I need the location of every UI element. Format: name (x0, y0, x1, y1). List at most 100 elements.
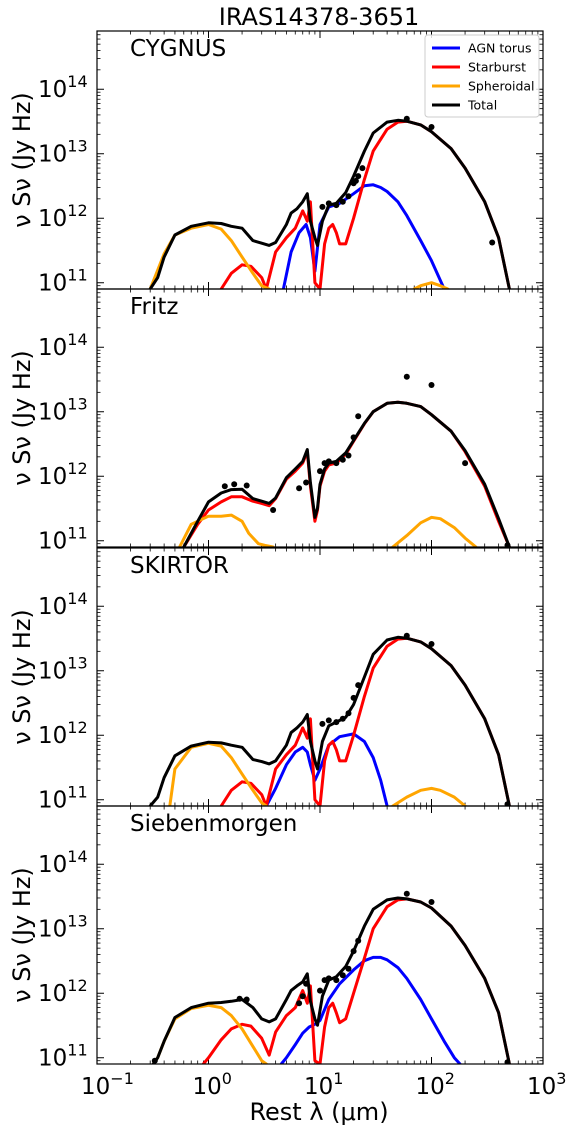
series-lines (148, 118, 511, 289)
series-spheroidal-far-ir (391, 786, 467, 806)
legend-label: Spheroidal (468, 79, 535, 94)
data-point (504, 1059, 511, 1064)
series-spheroidal (168, 741, 268, 806)
data-point (403, 373, 410, 380)
panel-label: SKIRTOR (130, 553, 229, 579)
data-point (428, 382, 435, 388)
data-point (352, 177, 359, 184)
data-point (236, 995, 243, 1002)
data-point (345, 965, 352, 972)
series-agn-torus (264, 732, 389, 806)
data-point (345, 193, 352, 200)
x-tick-label: 101 (304, 1069, 343, 1100)
data-point (428, 641, 435, 647)
major-ticks (96, 806, 544, 1064)
legend-item: AGN torus (432, 41, 531, 56)
figure-title: IRAS14378-3651 (219, 3, 420, 31)
y-tick-label: 1013 (38, 137, 88, 168)
y-tick-label: 1014 (38, 589, 88, 620)
legend-label: AGN torus (468, 41, 531, 56)
data-point (325, 717, 332, 724)
series-lines (178, 400, 511, 547)
y-tick-label: 1011 (38, 524, 88, 555)
series-lines (148, 635, 511, 806)
series-starburst (219, 636, 511, 806)
data-point (270, 507, 277, 513)
y-tick-label: 1013 (38, 912, 88, 943)
data-point (231, 481, 238, 488)
major-ticks (96, 289, 544, 547)
y-tick-label: 1011 (38, 783, 88, 814)
photometry-points (151, 890, 511, 1064)
data-point (325, 458, 332, 465)
series-total (148, 118, 511, 289)
data-point (345, 452, 352, 459)
data-point (355, 682, 362, 689)
data-point (355, 937, 362, 944)
series-total (148, 635, 511, 806)
data-point (462, 460, 469, 467)
x-tick-labels: 10−1 100 101 102 103 (81, 1069, 566, 1100)
data-point (504, 801, 511, 806)
legend-label: Total (467, 98, 497, 113)
panel-label: Fritz (130, 294, 179, 320)
data-point (333, 719, 340, 726)
y-tick-label: 1011 (38, 266, 88, 297)
y-tick-label: 1012 (38, 976, 88, 1007)
series-total (151, 896, 511, 1064)
legend-item: Spheroidal (432, 79, 535, 94)
minor-ticks (97, 288, 543, 548)
y-tick-label: 1014 (38, 847, 88, 878)
data-point (345, 710, 352, 717)
data-point (317, 468, 323, 475)
axes-frame (96, 288, 544, 548)
y-axis-label: ν Sν (Jy Hz) (8, 609, 36, 745)
data-point (333, 460, 340, 467)
data-point (339, 972, 346, 979)
photometry-points (221, 373, 511, 547)
data-point (333, 977, 340, 984)
data-point (403, 632, 410, 639)
data-point (299, 993, 306, 1000)
data-point (350, 434, 357, 441)
panel-label: CYGNUS (130, 36, 226, 62)
data-point (317, 987, 323, 994)
y-tick-label: 1011 (38, 1041, 88, 1072)
series-spheroidal (148, 223, 271, 289)
data-point (303, 479, 310, 486)
x-axis-label: Rest λ (μm) (249, 1098, 388, 1126)
axes-frame (96, 805, 544, 1065)
y-axis-label: ν Sν (Jy Hz) (8, 867, 36, 1003)
data-point (303, 980, 310, 987)
panel-label: Siebenmorgen (130, 811, 297, 837)
data-point (403, 890, 410, 897)
data-point (151, 1057, 158, 1064)
data-point (403, 115, 410, 122)
data-point (243, 482, 250, 489)
data-point (428, 124, 435, 130)
data-point (428, 899, 435, 905)
legend: AGN torus Starburst Spheroidal Total (424, 34, 540, 118)
y-tick-label: 1013 (38, 654, 88, 685)
data-point (339, 198, 346, 205)
data-point (296, 1000, 303, 1007)
data-point (504, 542, 511, 547)
data-point (325, 975, 332, 982)
data-point (489, 239, 496, 246)
minor-ticks (97, 805, 543, 1065)
data-point (221, 483, 228, 490)
series-starburst (182, 400, 511, 547)
x-tick-label: 103 (527, 1069, 566, 1100)
y-tick-label: 1012 (38, 459, 88, 490)
legend-item: Total (432, 98, 497, 113)
y-tick-label: 1012 (38, 718, 88, 749)
data-point (325, 200, 332, 207)
data-point (319, 720, 326, 727)
y-tick-label: 1013 (38, 395, 88, 426)
series-total (182, 400, 511, 547)
